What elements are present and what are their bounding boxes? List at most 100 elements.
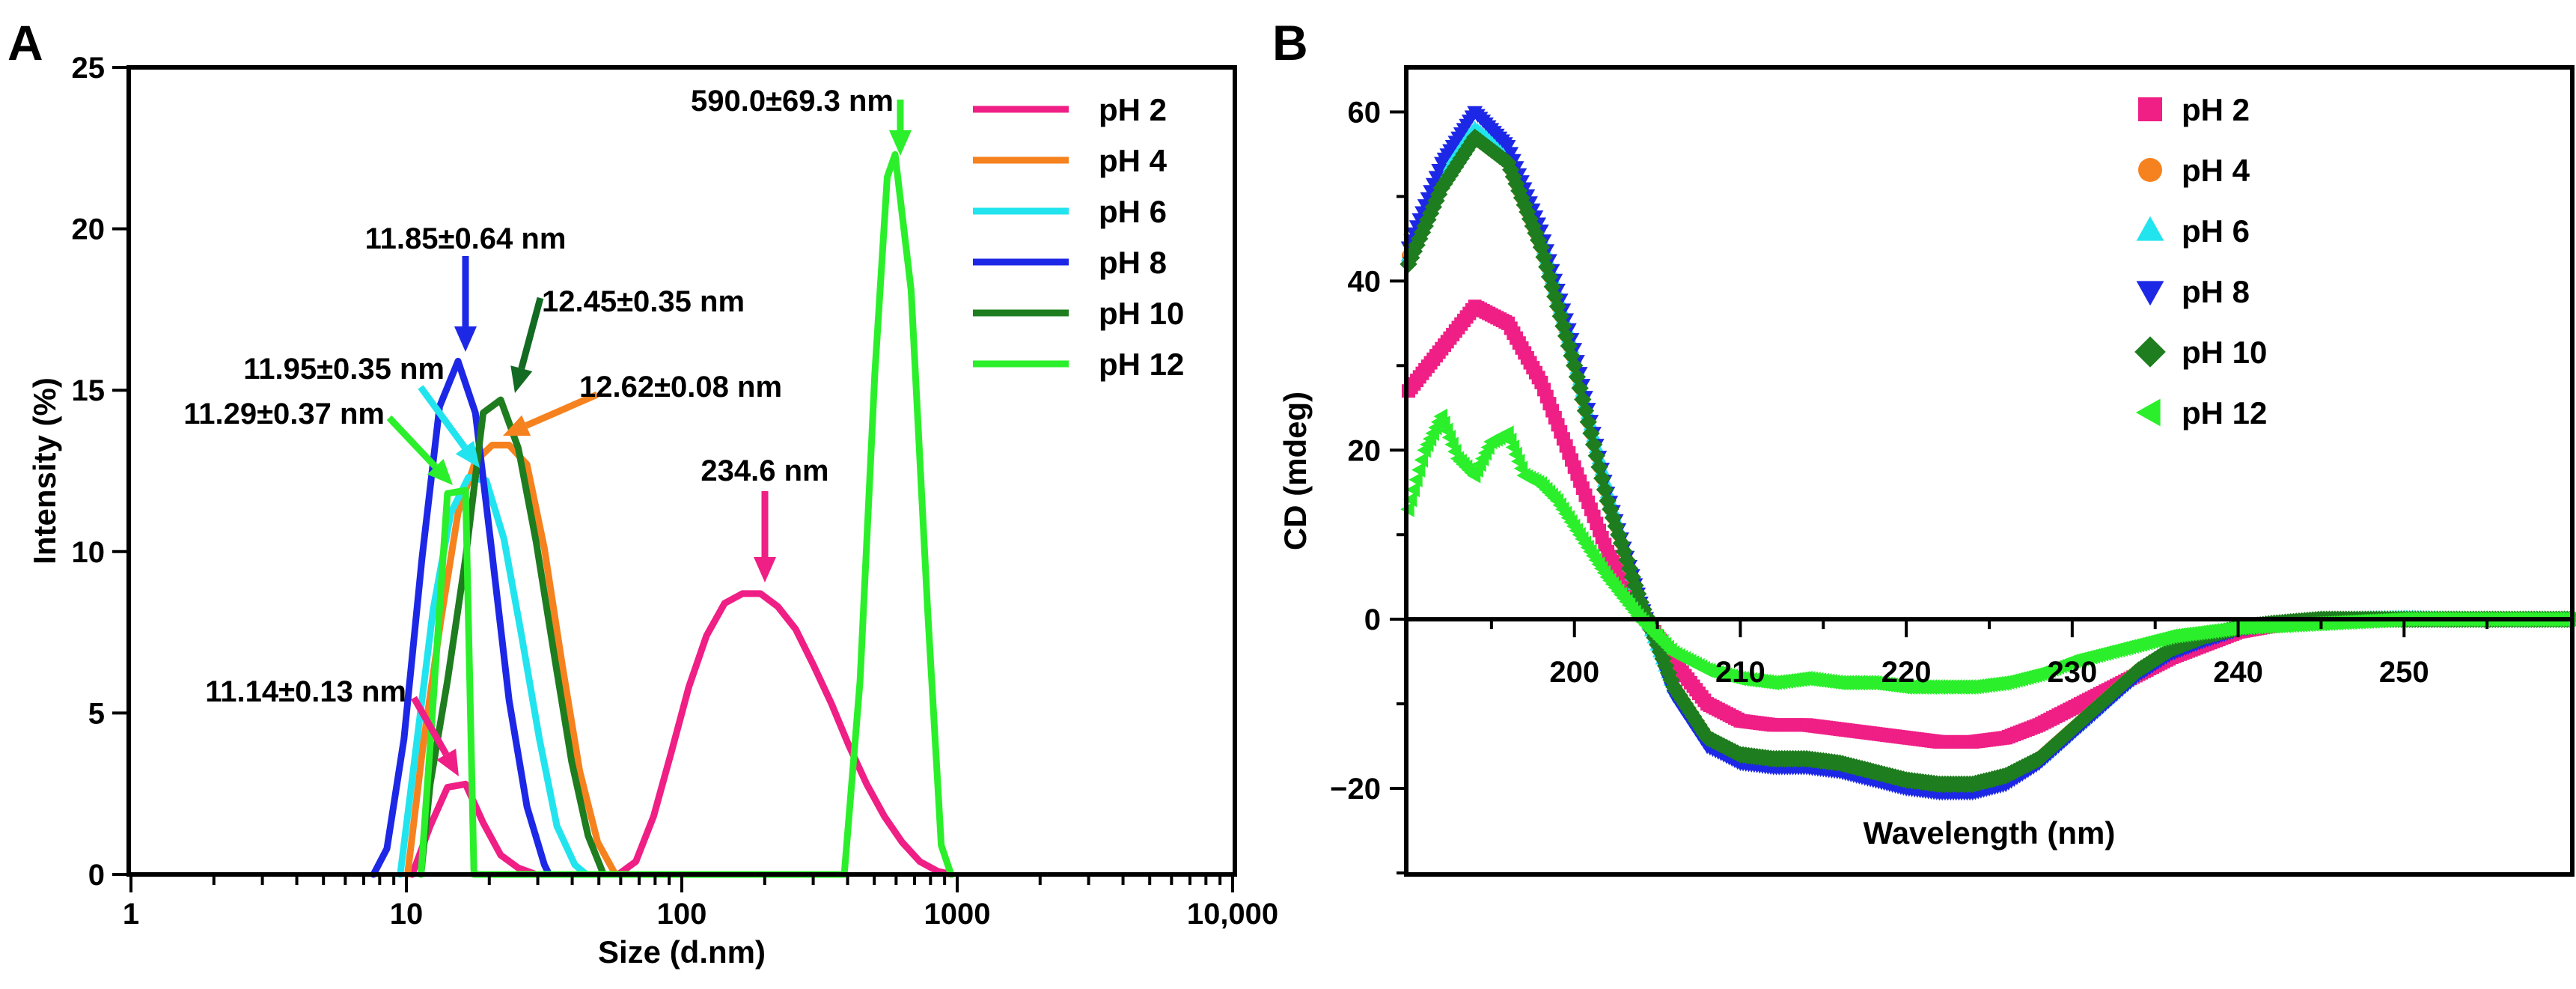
y-tick-label: 40 xyxy=(1348,265,1382,298)
data-point xyxy=(1527,224,1545,243)
x-tick-label: 220 xyxy=(1881,656,1932,689)
data-point xyxy=(1662,671,1680,689)
x-tick-label: 230 xyxy=(2047,656,2097,689)
data-point xyxy=(1654,650,1672,668)
data-point xyxy=(1416,217,1434,235)
data-point xyxy=(1411,462,1426,478)
y-tick-label: 10 xyxy=(72,536,106,569)
annotation-label: 12.45±0.35 nm xyxy=(542,285,745,318)
data-point xyxy=(1590,458,1608,476)
data-point xyxy=(1582,424,1600,442)
x-tick-label: 250 xyxy=(2379,656,2429,689)
annotation-label: 12.62±0.08 nm xyxy=(579,371,782,404)
data-point xyxy=(1659,664,1678,682)
legend-marker xyxy=(2135,398,2161,427)
legend-label: pH 4 xyxy=(2182,153,2250,188)
x-tick-label: 240 xyxy=(2213,656,2263,689)
series-ph-12 xyxy=(1400,408,2576,695)
annotation-arrow xyxy=(754,491,776,582)
legend-label: pH 10 xyxy=(2182,335,2267,370)
panel-label: B xyxy=(1272,15,1308,70)
data-point xyxy=(1503,147,1519,161)
legend-label: pH 2 xyxy=(2182,92,2250,127)
y-tick-label: 5 xyxy=(88,697,105,730)
y-axis-title: Intensity (%) xyxy=(27,377,62,565)
data-point xyxy=(1421,204,1440,222)
legend-marker xyxy=(2134,336,2166,368)
legend-label: pH 8 xyxy=(1099,245,1167,280)
panel-label: A xyxy=(7,15,43,70)
peak-annotation: 12.62±0.08 nm xyxy=(503,371,782,436)
legend-label: pH 2 xyxy=(1099,92,1167,127)
legend-label: pH 6 xyxy=(2182,213,2250,249)
data-point xyxy=(1408,236,1426,255)
y-tick-label: 15 xyxy=(72,374,106,407)
x-tick-label: 210 xyxy=(1715,656,1765,689)
legend-label: pH 4 xyxy=(1099,143,1168,178)
plot-frame xyxy=(126,65,1237,877)
annotation-arrow xyxy=(510,296,544,393)
legend-label: pH 8 xyxy=(2182,274,2250,309)
y-tick-label: −20 xyxy=(1330,773,1381,806)
annotation-label: 234.6 nm xyxy=(701,454,828,487)
y-tick-label: 0 xyxy=(1364,603,1381,636)
data-point xyxy=(1429,185,1448,204)
series-line-ph-8 xyxy=(370,357,553,878)
x-tick-label: 100 xyxy=(657,898,707,931)
peak-annotation: 11.29±0.37 nm xyxy=(183,398,453,485)
series-line-ph-2 xyxy=(409,590,956,878)
panel-a: A 590.0±69.3 nm 11.85±0.64 nm 12.45±0.35 n… xyxy=(7,15,1278,970)
data-point xyxy=(1540,268,1559,286)
annotation-arrow xyxy=(503,391,599,436)
annotation-label: 11.85±0.64 nm xyxy=(365,222,567,255)
annotation-label: 11.29±0.37 nm xyxy=(183,398,385,430)
legend-marker xyxy=(2136,216,2164,241)
data-point xyxy=(1612,534,1631,553)
plot-frame xyxy=(1404,65,2575,877)
data-point xyxy=(1604,508,1623,527)
data-point xyxy=(1507,174,1525,193)
series-line-ph-12 xyxy=(418,150,955,878)
x-tick-label: 10 xyxy=(390,898,424,931)
peak-annotation: 12.45±0.35 nm xyxy=(510,285,745,393)
x-axis-title: Wavelength (nm) xyxy=(1864,815,2116,850)
annotation-arrow xyxy=(386,415,453,485)
y-tick-label: 0 xyxy=(88,859,105,892)
data-point xyxy=(1500,140,1516,154)
x-tick-label: 10,000 xyxy=(1187,898,1278,931)
peak-annotation: 590.0±69.3 nm xyxy=(691,85,912,156)
annotation-label: 11.14±0.13 nm xyxy=(205,675,406,708)
series-ph-2 xyxy=(1402,299,2576,749)
annotation-arrow xyxy=(418,385,480,468)
y-tick-label: 60 xyxy=(1348,96,1382,129)
peak-annotation: 11.14±0.13 nm xyxy=(205,675,459,776)
y-tick-label: 20 xyxy=(72,213,106,246)
data-point xyxy=(1576,401,1595,420)
panel-b: B 200 210 220 230 240 250 −20 0 20 40 60 CD (mdeg)… xyxy=(1272,15,2576,877)
data-point xyxy=(1502,161,1520,179)
data-point xyxy=(1408,472,1423,488)
peak-annotation: 11.85±0.64 nm xyxy=(365,222,567,352)
x-tick-label: 1000 xyxy=(924,898,991,931)
legend-label: pH 12 xyxy=(1099,347,1184,382)
peak-annotation: 234.6 nm xyxy=(701,454,829,582)
data-point xyxy=(1548,297,1567,315)
legend-label: pH 6 xyxy=(1099,194,1167,229)
y-tick-label: 25 xyxy=(72,52,106,85)
annotation-label: 590.0±69.3 nm xyxy=(691,85,894,118)
y-axis-title: CD (mdeg) xyxy=(1278,392,1313,550)
legend-marker xyxy=(2136,281,2164,306)
legend-label: pH 12 xyxy=(2182,395,2267,430)
legend: pH 2 pH 4 pH 6 pH 8 pH 10 pH 12 xyxy=(2134,92,2267,430)
data-point xyxy=(1626,576,1644,594)
peak-annotation: 11.95±0.35 nm xyxy=(243,353,480,468)
legend-label: pH 10 xyxy=(1099,296,1184,331)
data-point xyxy=(1563,347,1581,365)
series-line-ph-6 xyxy=(397,474,590,878)
data-point xyxy=(1405,481,1420,498)
x-tick-label: 200 xyxy=(1549,656,1599,689)
legend-marker xyxy=(2138,97,2162,121)
legend-marker xyxy=(2138,158,2162,182)
annotation-arrow xyxy=(411,696,459,776)
